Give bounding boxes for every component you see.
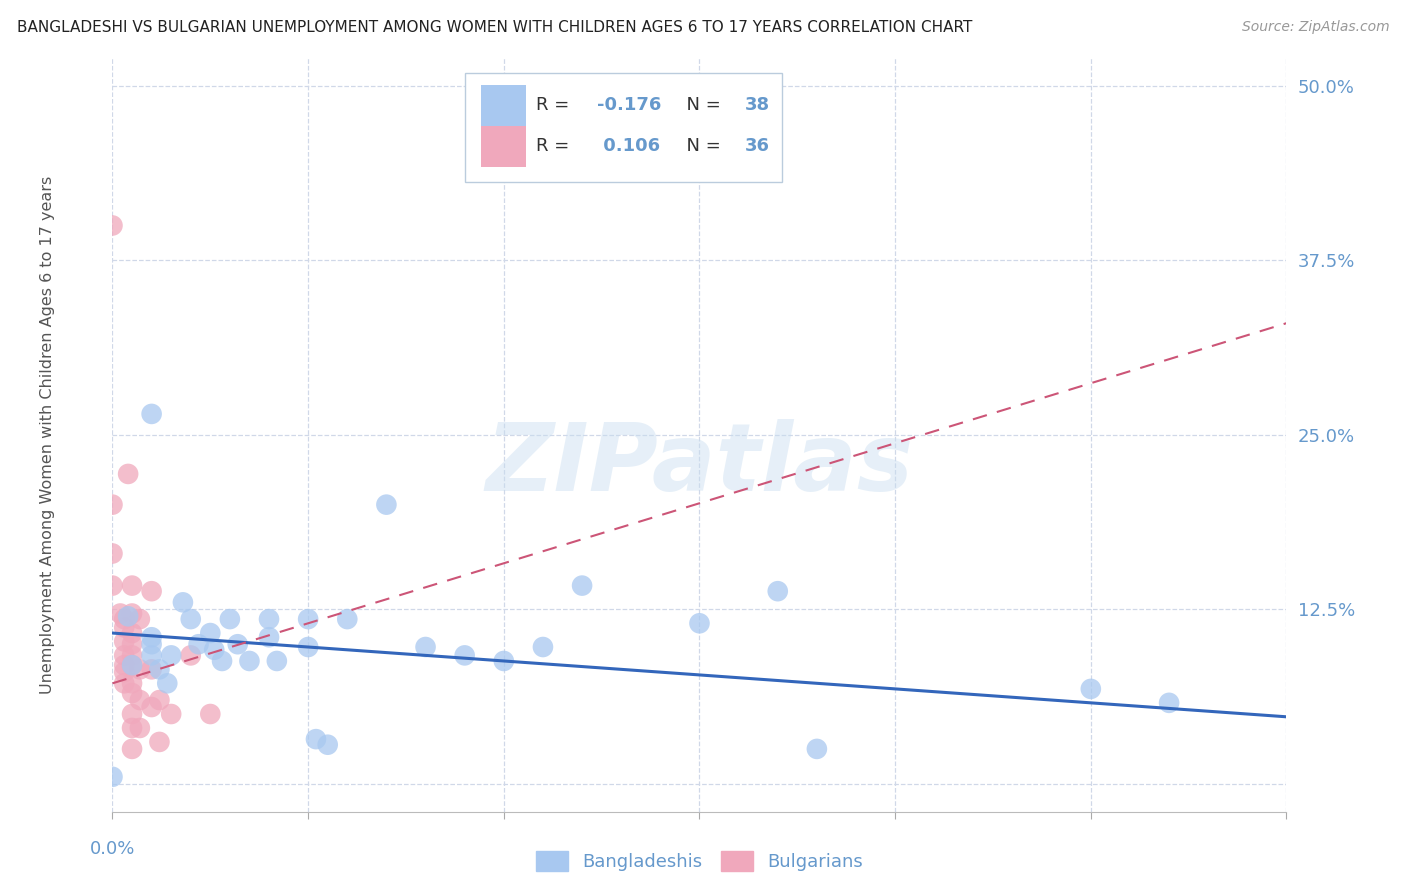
Point: [101, 579, 124, 593]
Point: [453, 648, 475, 663]
Text: R =: R =: [536, 137, 575, 155]
Point: [336, 612, 359, 626]
Point: [112, 665, 135, 680]
Point: [112, 676, 135, 690]
Point: [415, 640, 437, 654]
Point: [141, 630, 163, 644]
FancyBboxPatch shape: [481, 85, 526, 126]
FancyBboxPatch shape: [464, 73, 782, 182]
Point: [200, 626, 222, 640]
Point: [180, 612, 202, 626]
Point: [180, 648, 202, 663]
Point: [766, 584, 789, 599]
Point: [121, 658, 143, 673]
Point: [141, 637, 163, 651]
Point: [121, 658, 143, 673]
Point: [266, 654, 288, 668]
Point: [128, 612, 150, 626]
Point: [689, 616, 711, 631]
Point: [121, 637, 143, 651]
Point: [101, 547, 124, 561]
Text: N =: N =: [675, 137, 727, 155]
Text: N =: N =: [675, 96, 727, 114]
Point: [121, 626, 143, 640]
Point: [172, 595, 194, 609]
Point: [202, 642, 225, 657]
Point: [112, 658, 135, 673]
Text: R =: R =: [536, 96, 575, 114]
Point: [117, 467, 139, 481]
Point: [375, 498, 398, 512]
Point: [257, 612, 280, 626]
Point: [101, 498, 124, 512]
Point: [101, 770, 124, 784]
Point: [121, 706, 143, 721]
Point: [112, 634, 135, 648]
Point: [128, 693, 150, 707]
Point: [121, 676, 143, 690]
Point: [121, 579, 143, 593]
Point: [297, 612, 319, 626]
FancyBboxPatch shape: [481, 126, 526, 167]
Text: 36: 36: [745, 137, 770, 155]
Point: [112, 620, 135, 634]
Text: Source: ZipAtlas.com: Source: ZipAtlas.com: [1241, 20, 1389, 34]
Point: [141, 700, 163, 714]
Point: [160, 648, 183, 663]
Text: ZIPatlas: ZIPatlas: [485, 419, 914, 511]
Point: [121, 686, 143, 700]
Point: [112, 612, 135, 626]
Point: [305, 732, 328, 747]
Point: [141, 662, 163, 676]
Point: [1159, 696, 1181, 710]
Point: [121, 742, 143, 756]
Point: [101, 219, 124, 233]
Point: [316, 738, 339, 752]
Text: -0.176: -0.176: [598, 96, 662, 114]
Point: [148, 662, 170, 676]
Point: [128, 662, 150, 676]
Point: [110, 607, 132, 621]
Text: 38: 38: [745, 96, 770, 114]
Point: [187, 637, 209, 651]
Point: [121, 721, 143, 735]
Point: [148, 735, 170, 749]
Point: [141, 584, 163, 599]
Text: Unemployment Among Women with Children Ages 6 to 17 years: Unemployment Among Women with Children A…: [41, 176, 55, 694]
Point: [121, 648, 143, 663]
Point: [531, 640, 554, 654]
Text: 0.0%: 0.0%: [90, 840, 135, 858]
Point: [156, 676, 179, 690]
Point: [141, 648, 163, 663]
Point: [297, 640, 319, 654]
Point: [121, 607, 143, 621]
Text: BANGLADESHI VS BULGARIAN UNEMPLOYMENT AMONG WOMEN WITH CHILDREN AGES 6 TO 17 YEA: BANGLADESHI VS BULGARIAN UNEMPLOYMENT AM…: [17, 20, 972, 35]
Point: [160, 706, 183, 721]
Point: [117, 609, 139, 624]
Point: [238, 654, 260, 668]
Point: [492, 654, 515, 668]
Point: [112, 648, 135, 663]
Point: [1080, 681, 1102, 696]
Point: [128, 721, 150, 735]
Point: [806, 742, 828, 756]
Legend: Bangladeshis, Bulgarians: Bangladeshis, Bulgarians: [529, 844, 870, 878]
Point: [200, 706, 222, 721]
Point: [148, 693, 170, 707]
Point: [257, 630, 280, 644]
Point: [141, 407, 163, 421]
Point: [571, 579, 593, 593]
Point: [226, 637, 249, 651]
Point: [211, 654, 233, 668]
Text: 0.106: 0.106: [598, 137, 661, 155]
Point: [219, 612, 242, 626]
